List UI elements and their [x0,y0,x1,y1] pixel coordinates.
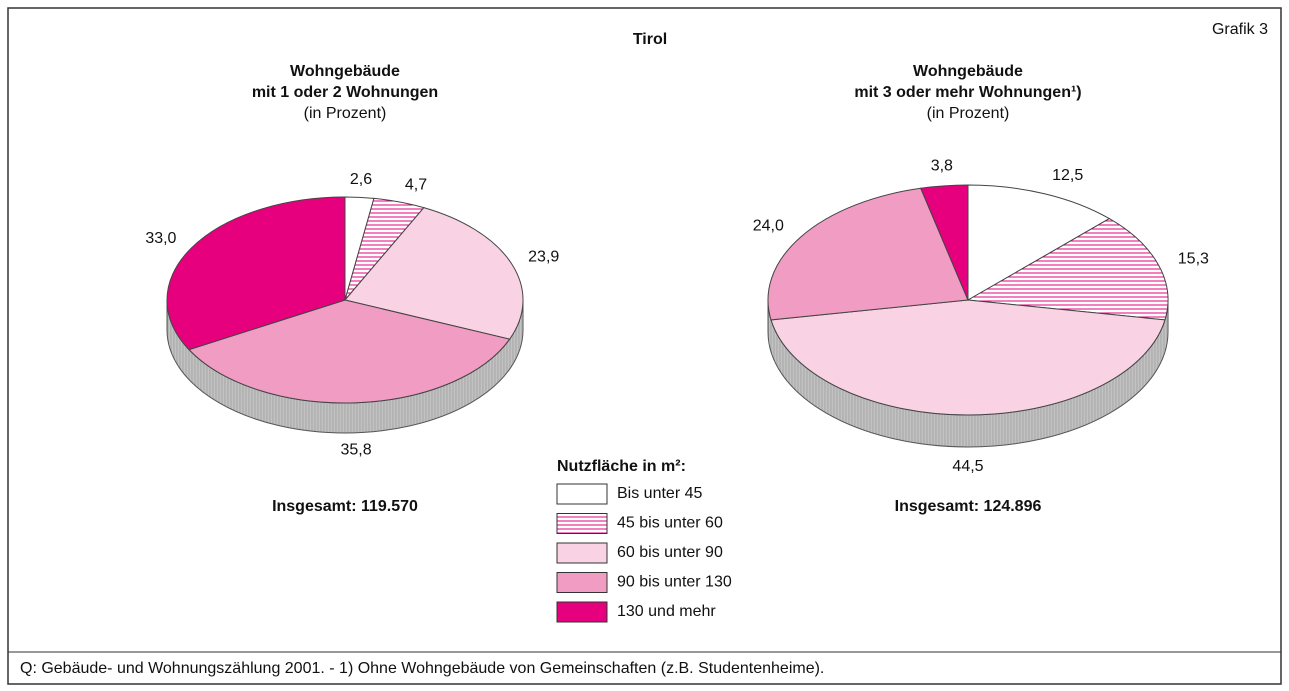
pie-total: Insgesamt: 119.570 [272,498,418,515]
legend-label: 90 bis unter 130 [617,574,732,591]
pie-slice [166,196,346,351]
pie-slice [344,207,524,340]
data-label: 23,9 [528,249,559,266]
legend-swatch [556,572,608,593]
legend-label: 60 bis unter 90 [617,544,723,561]
pie-total: Insgesamt: 124.896 [895,498,1042,515]
pie-slice [770,299,1166,416]
figure-label: Grafik 3 [1212,21,1268,38]
legend-label: Bis unter 45 [617,485,702,502]
pie-slice [188,299,511,404]
legend-label: 45 bis unter 60 [617,515,723,532]
data-label: 44,5 [952,458,983,475]
data-label: 35,8 [340,442,371,459]
pie-subtitle: (in Prozent) [927,105,1010,122]
legend-label: 130 und mehr [617,603,716,620]
data-label: 2,6 [350,171,372,188]
pie-title: mit 3 oder mehr Wohnungen¹) [854,84,1081,101]
legend-swatch [556,513,608,534]
data-label: 12,5 [1052,167,1083,184]
data-label: 3,8 [931,158,953,175]
legend-swatch [556,542,608,564]
source-note: Q: Gebäude- und Wohnungszählung 2001. - … [20,660,824,677]
data-label: 15,3 [1178,251,1209,268]
pie-subtitle: (in Prozent) [304,105,387,122]
data-label: 33,0 [145,230,176,247]
pie-slice [767,187,969,321]
pie-title: Wohngebäude [913,63,1023,80]
chart-title: Tirol [633,31,667,48]
pie-slice [966,218,1169,321]
pie-slice [920,184,969,301]
pie-title: mit 1 oder 2 Wohnungen [252,84,438,101]
data-label: 24,0 [753,218,784,235]
data-label: 4,7 [405,176,427,193]
legend-swatch [556,483,608,505]
pie-title: Wohngebäude [290,63,400,80]
legend-swatch [556,601,608,623]
legend-title: Nutzfläche in m²: [557,458,686,475]
pie-slice [967,184,1111,301]
